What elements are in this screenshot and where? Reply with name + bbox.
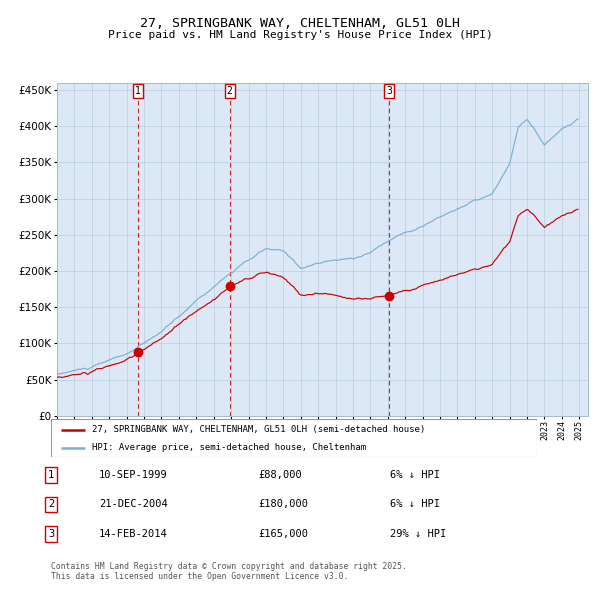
Text: £180,000: £180,000 xyxy=(258,500,308,509)
Text: £88,000: £88,000 xyxy=(258,470,302,480)
Text: HPI: Average price, semi-detached house, Cheltenham: HPI: Average price, semi-detached house,… xyxy=(92,443,367,452)
Text: 6% ↓ HPI: 6% ↓ HPI xyxy=(390,500,440,509)
Text: £165,000: £165,000 xyxy=(258,529,308,539)
Text: 1: 1 xyxy=(48,470,54,480)
Text: 1: 1 xyxy=(136,86,141,96)
Text: 3: 3 xyxy=(48,529,54,539)
Text: This data is licensed under the Open Government Licence v3.0.: This data is licensed under the Open Gov… xyxy=(51,572,349,581)
Text: 27, SPRINGBANK WAY, CHELTENHAM, GL51 0LH: 27, SPRINGBANK WAY, CHELTENHAM, GL51 0LH xyxy=(140,17,460,30)
Text: 6% ↓ HPI: 6% ↓ HPI xyxy=(390,470,440,480)
Text: 29% ↓ HPI: 29% ↓ HPI xyxy=(390,529,446,539)
Text: 14-FEB-2014: 14-FEB-2014 xyxy=(99,529,168,539)
Text: 2: 2 xyxy=(227,86,233,96)
Text: 27, SPRINGBANK WAY, CHELTENHAM, GL51 0LH (semi-detached house): 27, SPRINGBANK WAY, CHELTENHAM, GL51 0LH… xyxy=(92,425,425,434)
Text: 10-SEP-1999: 10-SEP-1999 xyxy=(99,470,168,480)
Text: 2: 2 xyxy=(48,500,54,509)
Text: 21-DEC-2004: 21-DEC-2004 xyxy=(99,500,168,509)
Text: Contains HM Land Registry data © Crown copyright and database right 2025.: Contains HM Land Registry data © Crown c… xyxy=(51,562,407,571)
Text: Price paid vs. HM Land Registry's House Price Index (HPI): Price paid vs. HM Land Registry's House … xyxy=(107,30,493,40)
Text: 3: 3 xyxy=(386,86,392,96)
